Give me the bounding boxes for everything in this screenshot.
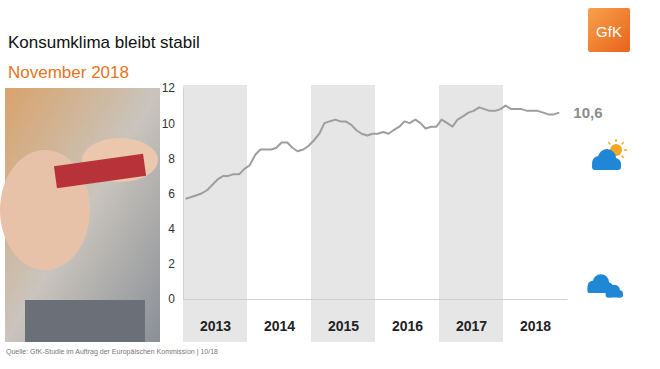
x-tick-label: 2016 [392, 318, 423, 334]
y-tick: 8 [168, 152, 183, 166]
y-tick: 4 [168, 222, 183, 236]
logo: GfK [588, 8, 630, 52]
source: Quelle: GfK-Studie im Auftrag der Europä… [6, 348, 218, 356]
y-tick: 2 [168, 257, 183, 271]
sun-ray [615, 139, 617, 142]
x-tick: 2018 [520, 299, 551, 334]
x-tick: 2017 [456, 299, 487, 334]
photo [0, 88, 160, 342]
x-tick-label: 2013 [200, 318, 231, 334]
y-tick-label: 4 [168, 222, 175, 236]
sun-ray [622, 142, 624, 144]
cloud-part [592, 163, 621, 170]
chart-svg: 0 2 4 6 8 10 12 2013 2014 2015 2016 2017 2018 10,6 Kon… [0, 0, 660, 369]
y-tick: 12 [162, 81, 183, 95]
cloud-part [606, 293, 623, 297]
x-tick-label: 2018 [520, 318, 551, 334]
year-band [311, 85, 375, 342]
x-tick-label: 2017 [456, 318, 487, 334]
y-axis-line [183, 89, 184, 300]
y-tick-label: 8 [168, 152, 175, 166]
end-annotation: 10,6 [573, 104, 602, 121]
y-tick: 6 [168, 187, 183, 201]
data-line [186, 106, 560, 199]
x-tick: 2014 [264, 299, 295, 334]
y-tick-label: 12 [162, 81, 176, 95]
y-tick-label: 10 [162, 117, 176, 131]
x-tick: 2016 [392, 299, 423, 334]
y-axis: 0 2 4 6 8 10 12 [162, 81, 184, 306]
logo-text: GfK [596, 23, 622, 40]
y-tick-label: 2 [168, 257, 175, 271]
x-axis: 2013 2014 2015 2016 2017 2018 [184, 299, 568, 334]
y-tick: 0 [168, 292, 183, 306]
year-band [183, 85, 247, 342]
weather-sunny [592, 139, 627, 170]
sun-ray [622, 156, 624, 158]
photo-card [54, 154, 146, 188]
x-tick: 2015 [328, 299, 359, 334]
x-tick-label: 2015 [328, 318, 359, 334]
weather-cloudy [587, 274, 623, 297]
subtitle: November 2018 [8, 63, 129, 82]
plot-area [186, 106, 560, 199]
y-tick: 10 [162, 117, 183, 131]
title: Konsumklima bleibt stabil [8, 33, 200, 52]
x-axis-line [184, 299, 568, 300]
y-tick-label: 6 [168, 187, 175, 201]
logo-box [588, 8, 630, 52]
x-tick: 2013 [200, 299, 231, 334]
photo-terminal [25, 300, 145, 342]
sun-ray [608, 142, 610, 144]
x-tick-label: 2014 [264, 318, 295, 334]
sun-ray [624, 149, 627, 151]
y-tick-label: 0 [168, 292, 175, 306]
